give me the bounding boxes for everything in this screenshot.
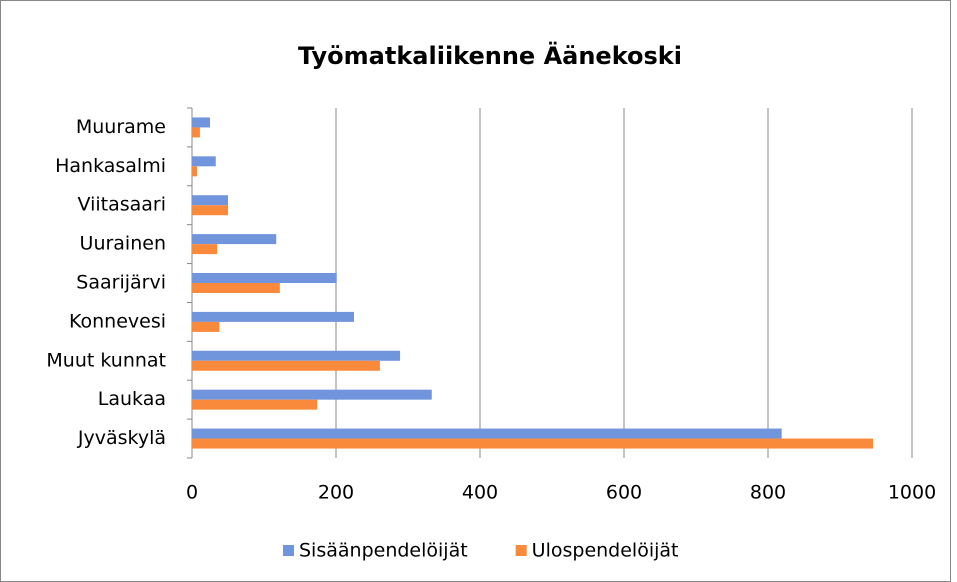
y-tick-label: Konnevesi xyxy=(69,310,166,332)
bar xyxy=(192,234,277,245)
bar xyxy=(192,117,210,128)
y-tick-label: Hankasalmi xyxy=(55,155,166,177)
bar xyxy=(192,127,200,138)
legend-label: Sisäänpendelöijät xyxy=(299,540,468,562)
y-tick-label: Laukaa xyxy=(98,388,166,410)
bar xyxy=(192,350,401,361)
x-tick-label: 600 xyxy=(606,482,642,504)
y-tick-label: Muut kunnat xyxy=(46,349,166,371)
x-tick-label: 1000 xyxy=(888,482,936,504)
bar xyxy=(192,273,337,283)
y-tick-label: Muurame xyxy=(76,116,166,138)
x-tick-label: 800 xyxy=(750,482,786,504)
bar xyxy=(192,428,782,439)
bar xyxy=(192,311,354,322)
bar xyxy=(192,360,380,371)
y-tick-label: Viitasaari xyxy=(77,194,166,216)
x-tick-label: 0 xyxy=(186,482,198,504)
chart-title: Työmatkaliikenne Äänekoski xyxy=(298,41,682,70)
bar xyxy=(192,321,220,332)
bar xyxy=(192,399,318,410)
x-tick-label: 200 xyxy=(318,482,354,504)
x-tick-label: 400 xyxy=(462,482,498,504)
bar xyxy=(192,438,874,449)
bar xyxy=(192,283,280,293)
y-tick-label: Uurainen xyxy=(80,233,166,255)
legend-swatch xyxy=(515,545,527,556)
bar xyxy=(192,244,218,255)
legend-label: Ulospendelöijät xyxy=(532,540,679,562)
y-tick-label: Jyväskylä xyxy=(77,427,166,449)
bar xyxy=(192,166,198,177)
legend-swatch xyxy=(283,545,294,556)
bar xyxy=(192,195,228,206)
y-tick-label: Saarijärvi xyxy=(76,272,166,294)
bar xyxy=(192,205,228,216)
bar xyxy=(192,156,216,167)
bar xyxy=(192,389,432,400)
